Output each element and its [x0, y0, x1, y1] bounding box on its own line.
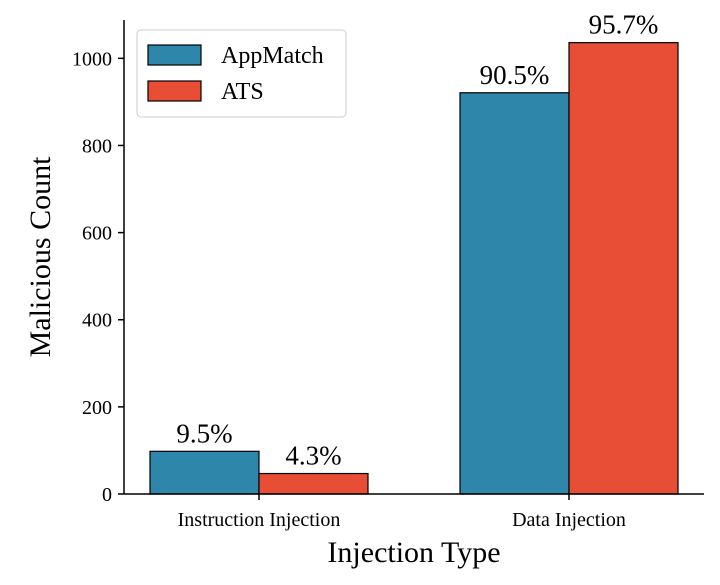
y-tick-label: 200 — [82, 397, 112, 419]
data-label: 9.5% — [176, 418, 232, 448]
legend: AppMatch ATS — [136, 29, 347, 118]
bar-ats-0 — [258, 472, 369, 495]
y-tick-label: 800 — [82, 135, 112, 157]
axes: 0 200 400 600 800 1000 Instruction Injection D… — [72, 20, 704, 531]
data-label: 95.7% — [589, 10, 659, 40]
y-tick-label: 400 — [82, 310, 112, 332]
x-tick-label: Instruction Injection — [178, 509, 341, 531]
x-tick-label: Data Injection — [512, 509, 626, 531]
bar-ats-1 — [568, 42, 679, 495]
y-tick-label: 600 — [82, 223, 112, 245]
legend-swatch-ats — [147, 80, 202, 102]
legend-swatch-appmatch — [147, 44, 202, 66]
bar-appmatch-1 — [459, 92, 570, 495]
bar-appmatch-0 — [149, 450, 260, 495]
data-label: 90.5% — [480, 60, 550, 90]
y-axis-title: Malicious Count — [24, 156, 57, 357]
legend-label-ats: ATS — [221, 79, 264, 105]
x-axis-title: Injection Type — [327, 536, 500, 569]
data-label: 4.3% — [285, 441, 341, 471]
data-labels-layer: 9.5% 4.3% 90.5% 95.7% — [176, 10, 658, 471]
legend-label-appmatch: AppMatch — [221, 43, 324, 69]
x-ticks: Instruction Injection Data Injection — [178, 494, 626, 531]
y-tick-label: 1000 — [72, 48, 112, 70]
y-tick-label: 0 — [102, 484, 112, 506]
bars-layer — [149, 42, 679, 495]
y-ticks: 0 200 400 600 800 1000 — [72, 48, 124, 506]
